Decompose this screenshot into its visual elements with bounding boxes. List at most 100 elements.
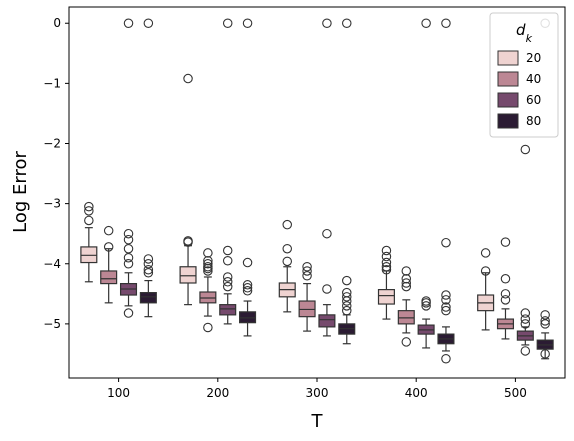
outlier-point [143, 268, 154, 278]
outlier-point [123, 252, 134, 263]
outlier-point [143, 259, 154, 269]
outlier-point [421, 18, 431, 28]
outlier-point [222, 18, 233, 28]
outlier-point [500, 237, 511, 247]
x-axis-label: T [311, 411, 324, 432]
outlier-point [123, 234, 134, 245]
outlier-point [441, 18, 451, 28]
legend-swatch [497, 50, 519, 66]
box-group [536, 18, 554, 360]
outlier-point [480, 266, 491, 276]
outlier-point [441, 302, 451, 312]
outlier-point [203, 263, 213, 274]
outlier-point [242, 286, 253, 296]
box-group [477, 248, 495, 331]
outlier-point [520, 314, 531, 324]
legend-label: 20 [526, 51, 541, 65]
box [377, 289, 395, 305]
x-tick-label: 500 [504, 386, 527, 400]
legend-label: 40 [526, 72, 541, 86]
box-group [298, 262, 316, 332]
outlier-point [143, 254, 154, 264]
y-tick-label: −3 [43, 197, 61, 211]
outlier-point [342, 18, 352, 28]
y-tick-label: −4 [43, 257, 61, 271]
outlier-point [203, 322, 213, 333]
outlier-point [441, 290, 451, 300]
outlier-point [342, 301, 352, 311]
outlier-point [123, 228, 134, 239]
outlier-point [500, 289, 511, 299]
box [199, 291, 217, 304]
outlier-point [84, 201, 94, 212]
outlier-point [441, 354, 451, 364]
outlier-point [84, 206, 94, 216]
box [219, 304, 237, 316]
outlier-point [322, 284, 332, 294]
outlier-point [123, 259, 134, 269]
box-group [377, 245, 395, 320]
outlier-point [222, 255, 233, 266]
outlier-point [183, 237, 193, 247]
y-tick-label: −2 [43, 136, 61, 150]
outlier-point [322, 228, 332, 239]
outlier-point [123, 308, 134, 318]
outlier-point [203, 248, 213, 258]
box-group [139, 18, 157, 318]
outlier-point [500, 295, 511, 305]
legend-label: 60 [526, 93, 541, 107]
outlier-point [540, 310, 550, 320]
outlier-point [381, 245, 392, 256]
outlier-point [282, 256, 292, 267]
x-tick-label: 200 [206, 386, 229, 400]
outlier-point [540, 319, 550, 329]
box-group [199, 248, 217, 333]
box [139, 292, 157, 304]
box [80, 246, 98, 264]
box-group [318, 18, 336, 337]
outlier-point [520, 319, 531, 329]
box-group [119, 18, 138, 318]
y-tick-label: 0 [53, 16, 61, 30]
box-group [239, 18, 257, 337]
outlier-point [342, 305, 352, 316]
outlier-point [381, 262, 392, 272]
outlier-point [480, 248, 491, 258]
legend-swatch [497, 113, 519, 129]
outlier-point [401, 266, 412, 276]
outlier-point [441, 295, 451, 305]
plot-marks [80, 18, 554, 364]
outlier-point [540, 316, 550, 326]
outlier-point [401, 278, 412, 288]
y-axis-label: Log Error [10, 151, 31, 233]
outlier-point [421, 301, 431, 311]
outlier-point [520, 308, 531, 318]
outlier-point [401, 274, 412, 284]
outlier-point [381, 251, 392, 262]
outlier-point [242, 257, 253, 268]
legend-label: 80 [526, 114, 541, 128]
outlier-point [381, 257, 392, 268]
outlier-point [282, 243, 292, 254]
outlier-point [401, 337, 412, 347]
box-group [80, 201, 98, 283]
outlier-point [222, 281, 233, 292]
outlier-point [242, 280, 253, 290]
y-tick-label: −5 [43, 317, 61, 331]
box-group [338, 18, 356, 345]
outlier-point [302, 266, 312, 276]
box-group [278, 219, 296, 313]
box-group [496, 237, 515, 340]
outlier-point [242, 18, 253, 28]
outlier-point [242, 283, 253, 293]
box-group [437, 18, 455, 364]
box-group [219, 18, 237, 325]
outlier-point [520, 346, 531, 356]
legend-swatch [497, 92, 519, 108]
outlier-point [342, 292, 352, 302]
outlier-point [421, 298, 431, 308]
outlier-point [342, 275, 352, 286]
box [100, 270, 118, 285]
outlier-point [203, 259, 213, 269]
